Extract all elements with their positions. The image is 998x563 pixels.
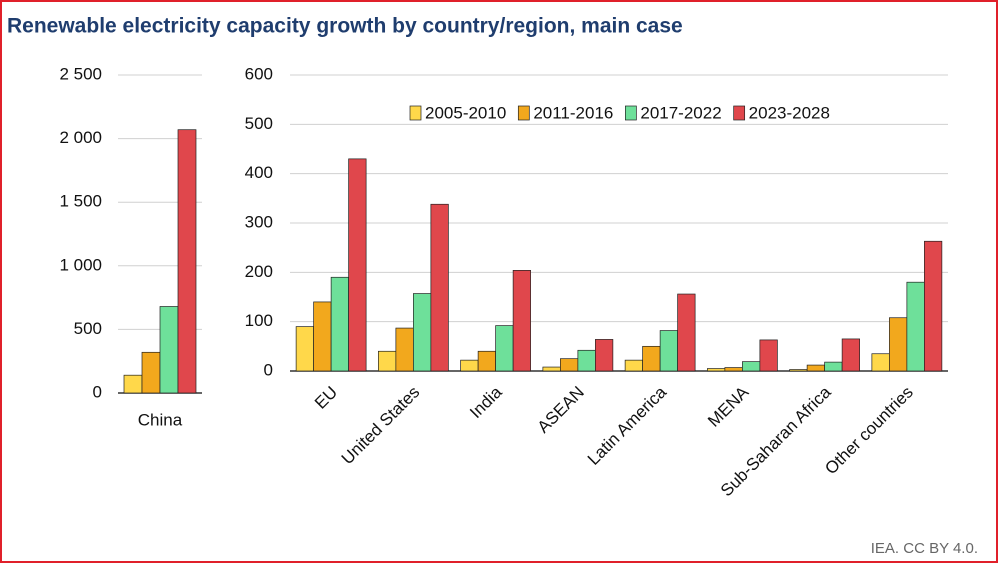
bar (378, 350, 397, 372)
bar (413, 293, 432, 372)
y-tick-label: 200 (245, 262, 273, 281)
y-tick-label: 600 (245, 64, 273, 83)
bar (595, 339, 614, 372)
bar (642, 345, 661, 372)
legend-swatch (409, 105, 422, 121)
bar (906, 281, 925, 372)
y-tick-label: 300 (245, 212, 273, 231)
bar (624, 359, 643, 372)
bar (313, 301, 332, 372)
legend-label: 2005-2010 (425, 103, 506, 122)
x-tick-label: MENA (704, 382, 753, 431)
y-tick-label: 1 500 (59, 192, 102, 211)
y-tick-label: 400 (245, 163, 273, 182)
source: IEA. CC BY 4.0. (871, 540, 978, 557)
bar (724, 367, 743, 372)
bar (330, 276, 349, 372)
y-tick-label: 2 500 (59, 64, 102, 83)
x-tick-label: India (466, 382, 506, 422)
bar (659, 330, 678, 372)
x-tick-label: EU (311, 383, 341, 413)
bar (889, 317, 908, 372)
x-tick-label: Other countries (821, 383, 917, 479)
legend-swatch (517, 105, 530, 121)
bar (677, 293, 696, 372)
bar (742, 361, 761, 372)
bar (542, 366, 561, 372)
bar (159, 306, 179, 394)
bar (430, 203, 449, 372)
bar (871, 353, 890, 372)
bar (495, 325, 514, 372)
bar (395, 327, 414, 372)
bar (707, 368, 726, 372)
bar (789, 369, 808, 372)
legend-label: 2017-2022 (640, 103, 721, 122)
y-tick-label: 1 000 (59, 255, 102, 274)
y-tick-label: 0 (93, 382, 102, 401)
bar (759, 339, 778, 372)
bar (477, 350, 496, 372)
x-tick-label: ASEAN (534, 383, 588, 437)
bar (460, 359, 479, 372)
legend-label: 2011-2016 (533, 103, 613, 122)
bar (348, 158, 367, 372)
x-tick-label: Latin America (584, 382, 671, 469)
bar (841, 338, 860, 372)
x-tick-label: China (138, 410, 183, 429)
legend-swatch (625, 105, 637, 121)
bar (123, 374, 143, 394)
bar (295, 326, 314, 372)
legend-swatch (733, 105, 746, 121)
bar (577, 349, 596, 372)
bar (560, 358, 579, 372)
bar (924, 240, 943, 372)
bar (512, 270, 531, 372)
chart-title: Renewable electricity capacity growth by… (7, 15, 683, 38)
legend-label: 2023-2028 (749, 103, 830, 122)
x-tick-label: United States (338, 383, 424, 469)
y-tick-label: 100 (245, 311, 273, 330)
bar (177, 129, 197, 394)
bar (824, 361, 843, 372)
y-tick-label: 2 000 (59, 128, 102, 147)
y-tick-label: 500 (74, 319, 102, 338)
bar (806, 364, 825, 372)
bar (141, 351, 161, 394)
y-tick-label: 0 (264, 360, 273, 379)
y-tick-label: 500 (245, 114, 273, 133)
